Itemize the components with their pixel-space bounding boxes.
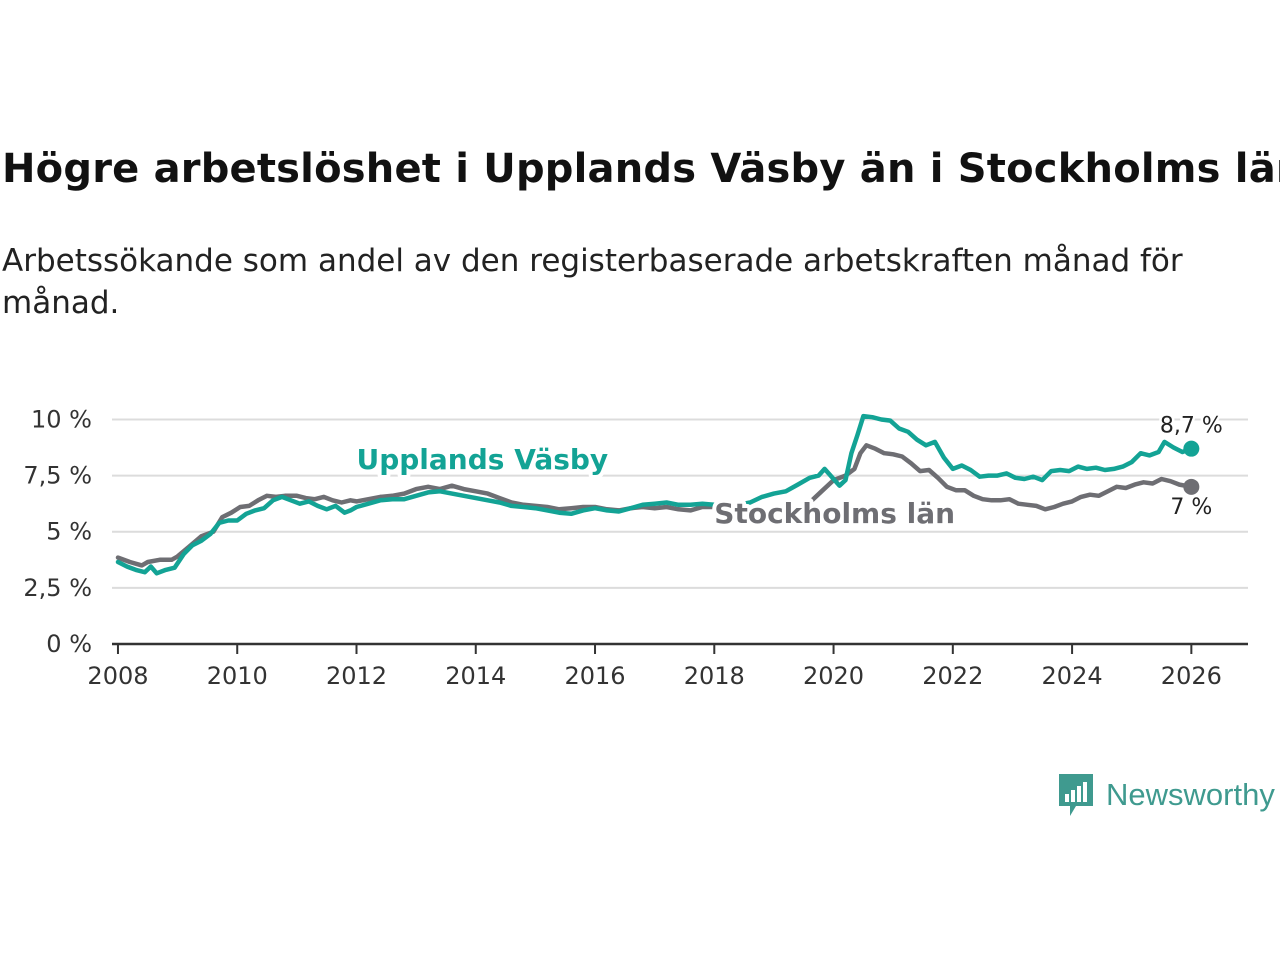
end-point-stockholms-län (1183, 478, 1200, 495)
line-chart: 0 % 2,5 % 5 % 7,5 % 10 % 2008 2010 2012 2014 2016… (23, 405, 1248, 690)
x-tick-label: 2016 (564, 662, 625, 690)
y-tick-label: 2,5 % (23, 574, 92, 602)
x-tick-label: 2012 (326, 662, 387, 690)
x-tick-label: 2024 (1042, 662, 1103, 690)
x-tick-label: 2008 (87, 662, 148, 690)
chart-title: Högre arbetslöshet i Upplands Väsby än i… (2, 146, 1280, 192)
x-tick-label: 2020 (803, 662, 864, 690)
end-point-upplands-väsby (1183, 440, 1200, 457)
end-label-upplands-väsby: 8,7 % (1160, 414, 1223, 439)
series-line-stockholms-län (115, 443, 1194, 568)
series-label-upplands-väsby: Upplands Väsby (356, 443, 608, 476)
y-tick-label: 0 % (46, 630, 92, 658)
x-tick-label: 2018 (684, 662, 745, 690)
x-tick-label: 2026 (1161, 662, 1222, 690)
brand-logo: Newsworthy (1058, 772, 1275, 818)
brand-name: Newsworthy (1106, 777, 1275, 812)
newsworthy-logo-icon (1059, 774, 1093, 816)
x-tick-label: 2010 (207, 662, 268, 690)
series-line-upplands-väsby (115, 413, 1194, 576)
y-tick-label: 10 % (31, 405, 92, 433)
y-tick-label: 7,5 % (23, 462, 92, 490)
series-label-stockholms-län: Stockholms län (714, 497, 955, 530)
x-tick-label: 2022 (922, 662, 983, 690)
x-tick-label: 2014 (445, 662, 506, 690)
chart-subtitle: Arbetssökande som andel av den registerb… (2, 243, 1183, 321)
y-tick-label: 5 % (46, 518, 92, 546)
end-label-stockholms-län: 7 % (1170, 495, 1212, 520)
